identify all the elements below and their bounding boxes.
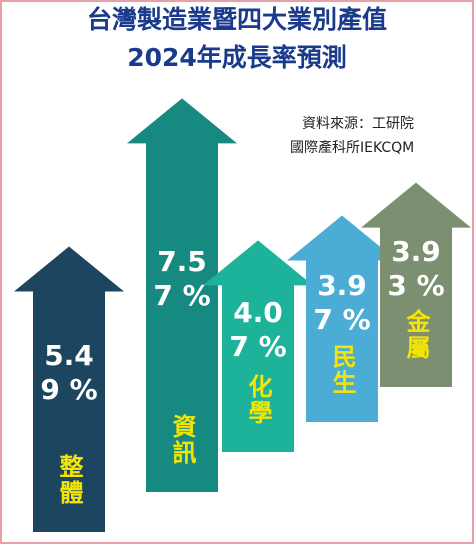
source-box xyxy=(278,106,460,164)
source-line: 資料來源：工研院 xyxy=(302,116,414,132)
value-label: 3.97 % xyxy=(313,268,371,336)
value-label: 3.93 % xyxy=(387,234,445,302)
arrow xyxy=(287,215,397,422)
category-label: 整體 xyxy=(55,454,83,506)
subtitle: 2024年成長率預測 xyxy=(127,43,347,72)
category-label: 金屬 xyxy=(402,308,431,361)
value-label: 4.07 % xyxy=(229,296,287,364)
title: 台灣製造業暨四大業別產值 xyxy=(87,5,387,34)
arrow xyxy=(361,182,471,387)
arrow xyxy=(203,240,313,452)
value-label: 7.57 % xyxy=(153,245,211,313)
category-label: 資訊 xyxy=(168,414,196,466)
source-line: 國際產科所IEKCQM xyxy=(290,139,414,156)
arrow xyxy=(14,246,124,532)
arrow xyxy=(127,98,237,493)
category-label: 民生 xyxy=(328,344,356,396)
value-label: 5.49 % xyxy=(40,339,98,407)
category-label: 化學 xyxy=(244,373,272,426)
